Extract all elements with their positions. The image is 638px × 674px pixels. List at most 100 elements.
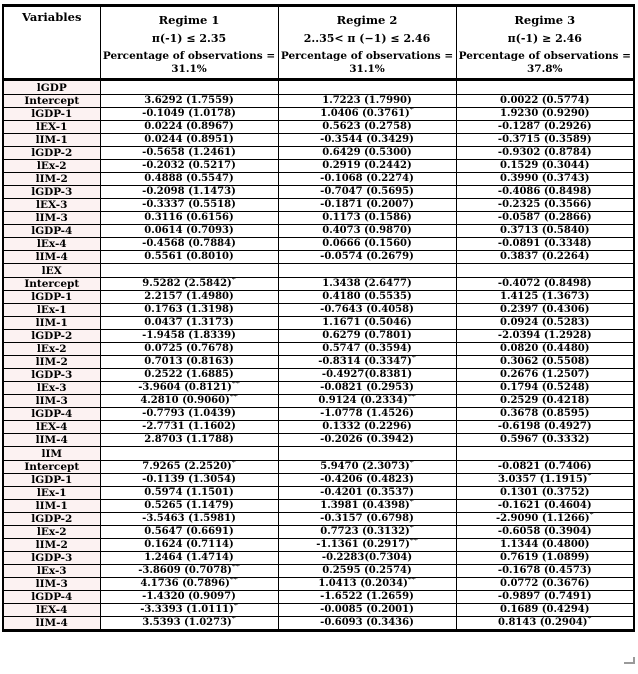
- significance-marker: **: [407, 394, 416, 401]
- estimate-cell: 7.9265 (2.2520)*: [99, 460, 279, 474]
- regime-2-condition: 2..35< π (−1) ≤ 2.46: [303, 31, 431, 45]
- estimate-cell: -0.5658 (1.2461): [99, 146, 279, 160]
- table-row: lEX-3 -0.3337 (0.5518) -0.1871 (0.2007) -0.…: [2, 198, 635, 212]
- significance-marker: *: [587, 616, 592, 623]
- estimate-cell: 0.2529 (0.4218): [455, 394, 635, 408]
- estimate-cell: -0.6198 (0.4927): [455, 420, 635, 434]
- estimate-cell: 1.1671 (0.5046): [277, 316, 457, 330]
- table-row: lIM-4 2.8703 (1.1788) -0.2026 (0.3942) 0.59…: [2, 433, 635, 447]
- estimate-cell: 0.3713 (0.5840): [455, 224, 635, 238]
- significance-marker: *: [231, 460, 236, 467]
- estimate-cell: -0.4086 (0.8498): [455, 185, 635, 199]
- estimate-cell: 0.7619 (1.0899): [455, 551, 635, 565]
- table-row: lEx-4 -0.4568 (0.7884) 0.0666 (0.1560) -0.0…: [2, 237, 635, 251]
- estimate-cell: -0.3715 (0.3589): [455, 133, 635, 147]
- estimate-cell: 0.6429 (0.5300): [277, 146, 457, 160]
- table-row: Intercept 3.6292 (1.7559) 1.7223 (1.7990) 0…: [2, 94, 635, 108]
- table-row: lIM-2 0.1624 (0.7114) -1.1361 (0.2917)** 1.…: [2, 538, 635, 552]
- estimate-cell: 0.3678 (0.8595): [455, 407, 635, 421]
- estimate-cell: -3.5463 (1.5981): [99, 512, 279, 526]
- estimate-cell: -1.1361 (0.2917)**: [277, 538, 457, 552]
- variables-header: Variables: [2, 5, 101, 81]
- estimate-cell: 1.1344 (0.4800): [455, 538, 635, 552]
- estimate-cell: -0.9897 (0.7491): [455, 590, 635, 604]
- estimate-cell: 1.7223 (1.7990): [277, 94, 457, 108]
- estimate-cell: -3.9604 (0.8121)**: [99, 381, 279, 395]
- regime-3-header: Regime 3 π(-1) ≥ 2.46 Percentage of obse…: [455, 5, 635, 81]
- variable-label: lGDP-3: [2, 368, 101, 382]
- significance-marker: *: [409, 460, 414, 467]
- estimate-cell: 0.7723 (0.3132)*: [277, 525, 457, 539]
- estimate-cell: -0.0574 (0.2679): [277, 250, 457, 264]
- regime-1-condition: π(-1) ≤ 2.35: [151, 31, 227, 45]
- empty-cell: [277, 446, 457, 461]
- regime-1-obs-label: Percentage of observations =: [102, 49, 276, 62]
- variable-label: Intercept: [2, 94, 101, 108]
- estimate-cell: -0.3337 (0.5518): [99, 198, 279, 212]
- estimate-cell: -0.3544 (0.3429): [277, 133, 457, 147]
- variable-label: lIM-4: [2, 433, 101, 447]
- estimate-cell: -0.0085 (0.2001): [277, 603, 457, 617]
- empty-cell: [455, 79, 635, 95]
- estimate-cell: -0.7047 (0.5695): [277, 185, 457, 199]
- section-row: lEX: [2, 263, 635, 278]
- estimate-cell: 0.0437 (1.3173): [99, 316, 279, 330]
- estimate-cell: 1.0406 (0.3761)*: [277, 107, 457, 121]
- table-row: lEx-3 -3.9604 (0.8121)** -0.0821 (0.2953) 0…: [2, 381, 635, 395]
- regime-3-obs-label: Percentage of observations =: [458, 49, 631, 62]
- empty-cell: [99, 263, 279, 278]
- estimate-cell: -0.0587 (0.2866): [455, 211, 635, 225]
- variable-label: lIM-1: [2, 133, 101, 147]
- estimate-cell: -0.4201 (0.3537): [277, 486, 457, 500]
- significance-marker: **: [231, 564, 240, 571]
- estimate-cell: -1.9458 (1.8339): [99, 329, 279, 343]
- estimate-cell: -0.9302 (0.8784): [455, 146, 635, 160]
- header-row: Variables Regime 1 π(-1) ≤ 2.35 Percenta…: [2, 5, 635, 81]
- table-row: lGDP-4 0.0614 (0.7093) 0.4073 (0.9870) 0.37…: [2, 224, 635, 238]
- significance-marker: **: [229, 577, 238, 584]
- regime-1-title: Regime 1: [158, 12, 220, 27]
- estimate-cell: 0.2522 (1.6885): [99, 368, 279, 382]
- variable-label: lIM-2: [2, 538, 101, 552]
- variable-label: lIM-1: [2, 316, 101, 330]
- estimate-cell: 0.5974 (1.1501): [99, 486, 279, 500]
- table-row: lGDP-3 -0.2098 (1.1473) -0.7047 (0.5695) -0…: [2, 185, 635, 199]
- estimate-cell: 0.4888 (0.5547): [99, 172, 279, 186]
- estimate-cell: 0.0022 (0.5774): [455, 94, 635, 108]
- estimate-cell: 0.3116 (0.6156): [99, 211, 279, 225]
- estimate-cell: -0.2283(0.7304): [277, 551, 457, 565]
- table-row: lGDP-2 -3.5463 (1.5981) -0.3157 (0.6798) -2…: [2, 512, 635, 526]
- empty-cell: [277, 79, 457, 95]
- variable-label: lGDP-1: [2, 290, 101, 304]
- estimate-cell: -0.1139 (1.3054): [99, 473, 279, 487]
- table-row: lGDP-4 -1.4320 (0.9097) -1.6522 (1.2659) -0…: [2, 590, 635, 604]
- variable-label: lIM-3: [2, 394, 101, 408]
- significance-marker: **: [409, 538, 418, 545]
- table-row: lIM-3 0.3116 (0.6156) 0.1173 (0.1586) -0.05…: [2, 211, 635, 225]
- estimate-cell: 0.2595 (0.2574): [277, 564, 457, 578]
- regression-results-table: Variables Regime 1 π(-1) ≤ 2.35 Percenta…: [2, 4, 635, 632]
- estimate-cell: -0.1287 (0.2926): [455, 120, 635, 134]
- estimate-cell: -0.7643 (0.4058): [277, 303, 457, 317]
- estimate-cell: -0.1678 (0.4573): [455, 564, 635, 578]
- estimate-cell: 4.2810 (0.9060)**: [99, 394, 279, 408]
- table-row: lIM-3 4.1736 (0.7896)** 1.0413 (0.2034)** 0…: [2, 577, 635, 591]
- section-title: lGDP: [2, 79, 101, 95]
- estimates-table: Variables Regime 1 π(-1) ≤ 2.35 Percenta…: [2, 4, 635, 632]
- table-row: lEx-1 0.5974 (1.1501) -0.4201 (0.3537) 0.13…: [2, 486, 635, 500]
- table-row: lGDP-3 0.2522 (1.6885) -0.4927(0.8381) 0.26…: [2, 368, 635, 382]
- estimate-cell: 0.2397 (0.4306): [455, 303, 635, 317]
- variable-label: lGDP-2: [2, 146, 101, 160]
- estimate-cell: -0.1068 (0.2274): [277, 172, 457, 186]
- significance-marker: *: [409, 525, 414, 532]
- table-row: lIM-4 0.5561 (0.8010) -0.0574 (0.2679) 0.38…: [2, 250, 635, 264]
- variable-label: lEX-4: [2, 603, 101, 617]
- regime-3-obs-value: 37.8%: [526, 62, 563, 75]
- estimate-cell: 4.1736 (0.7896)**: [99, 577, 279, 591]
- estimate-cell: -0.6058 (0.3904): [455, 525, 635, 539]
- estimate-cell: 1.3438 (2.6477): [277, 277, 457, 291]
- significance-marker: **: [229, 394, 238, 401]
- estimate-cell: -0.8314 (0.3347)*: [277, 355, 457, 369]
- estimate-cell: -0.1049 (1.0178): [99, 107, 279, 121]
- variable-label: lIM-2: [2, 172, 101, 186]
